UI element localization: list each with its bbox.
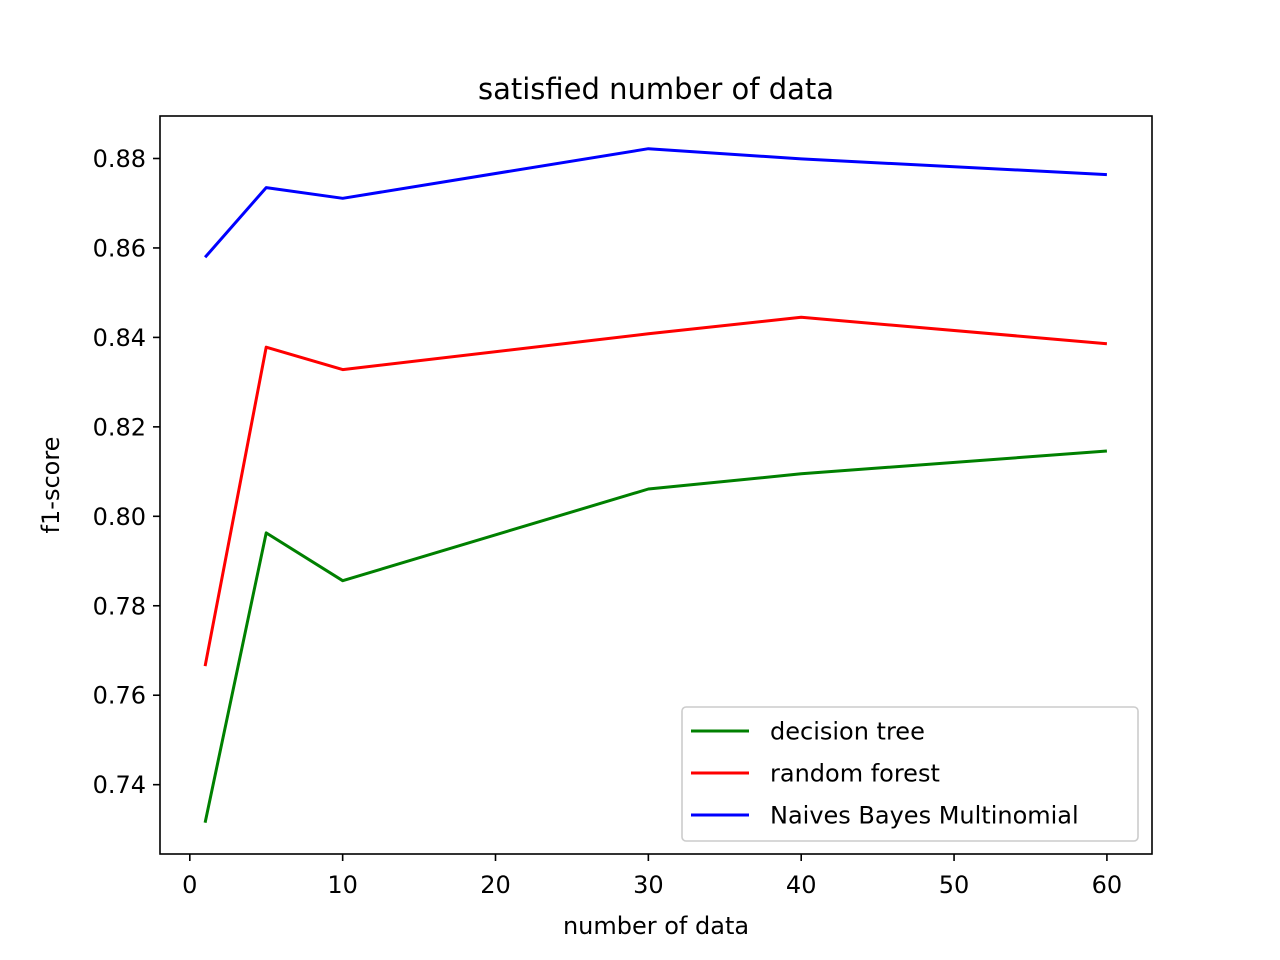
x-tick-label-0: 0 <box>182 871 197 899</box>
x-tick-label-3: 30 <box>633 871 664 899</box>
legend-box <box>681 706 1139 842</box>
series-line-0 <box>203 449 1108 824</box>
x-tick-label-5: 50 <box>939 871 970 899</box>
y-tick-label-0: 0.74 <box>93 771 146 799</box>
x-tick-label-2: 20 <box>480 871 511 899</box>
plot-frame <box>159 115 1153 855</box>
x-tick-label-4: 40 <box>786 871 817 899</box>
legend-label-1: random forest <box>770 760 940 788</box>
series-line-2 <box>203 147 1107 259</box>
series-line-1 <box>203 315 1108 667</box>
x-axis: 0 10 20 30 40 50 60 <box>182 854 1122 899</box>
y-tick-label-2: 0.78 <box>93 592 146 620</box>
x-tick-label-1: 10 <box>327 871 358 899</box>
y-tick-label-3: 0.80 <box>93 503 146 531</box>
x-tick-label-6: 60 <box>1092 871 1123 899</box>
y-tick-label-1: 0.76 <box>93 682 146 710</box>
series-layer <box>203 147 1108 824</box>
y-axis: 0.74 0.76 0.78 0.80 0.82 0.84 0.86 0.88 <box>93 145 160 799</box>
x-axis-label: number of data <box>563 912 749 940</box>
chart-title: satisfied number of data <box>478 72 834 106</box>
y-tick-label-7: 0.88 <box>93 145 146 173</box>
y-tick-label-4: 0.82 <box>93 413 146 441</box>
y-tick-label-6: 0.86 <box>93 234 146 262</box>
y-tick-label-5: 0.84 <box>93 324 146 352</box>
legend-label-0: decision tree <box>770 718 925 746</box>
y-axis-label: f1-score <box>37 437 65 534</box>
legend-label-2: Naives Bayes Multinomial <box>770 802 1079 830</box>
legend: decision tree random forest Naives Bayes M… <box>681 706 1139 842</box>
